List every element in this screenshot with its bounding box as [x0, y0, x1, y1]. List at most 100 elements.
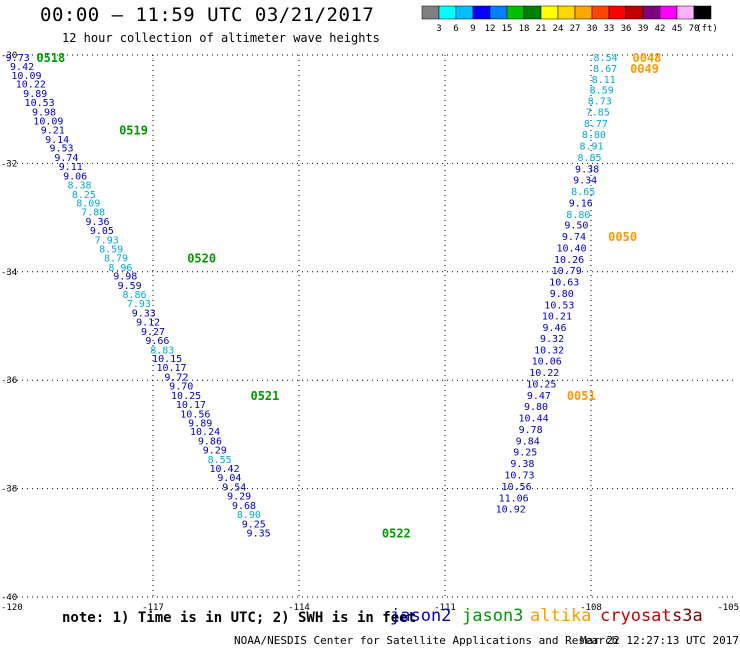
axis-tick-labels: -30 -32 -34 -36 -38 -40-120 -117 -114 -111 -108 -1…: [1, 51, 739, 613]
swh-value: 9.98: [32, 107, 56, 118]
swh-value: 9.86: [198, 436, 222, 447]
swh-value: 9.50: [564, 221, 588, 232]
colorbar-swatch: [506, 5, 525, 20]
swh-value: 9.04: [217, 473, 241, 484]
swh-value: 10.22: [16, 80, 46, 91]
swh-value: 8.90: [237, 510, 261, 521]
y-tick-label: -30: [1, 51, 17, 61]
colorbar-swatch: [438, 5, 457, 20]
swh-value: 9.12: [136, 318, 160, 329]
swh-value: 9.25: [242, 519, 266, 530]
swh-value: 10.53: [25, 98, 55, 109]
swh-value: 10.26: [554, 255, 584, 266]
swh-value: 9.72: [164, 372, 188, 383]
colorbar-label: 18: [519, 24, 530, 34]
chart-subtitle: 12 hour collection of altimeter wave hei…: [62, 31, 380, 45]
swh-value: 9.89: [188, 418, 212, 429]
swh-value: 9.66: [145, 336, 169, 347]
swh-value: 9.68: [232, 501, 256, 512]
colorbar-swatch: [659, 5, 678, 20]
swh-value: 9.14: [45, 135, 69, 146]
swh-value: 9.29: [203, 446, 227, 457]
legend-cryosat: cryosat: [600, 606, 672, 626]
swh-value: 8.79: [104, 254, 128, 265]
swh-value: 9.80: [550, 289, 574, 300]
swh-value: 10.24: [190, 427, 220, 438]
x-tick-label: -114: [288, 603, 310, 613]
swh-value: 7.85: [586, 107, 610, 118]
swh-value: 10.09: [11, 71, 41, 82]
swh-value: 7.88: [81, 208, 105, 219]
colorbar-label: 12: [485, 24, 496, 34]
colorbar-label: 21: [536, 24, 547, 34]
swh-value: 8.67: [593, 64, 617, 75]
chart-title: 00:00 — 11:59 UTC 03/21/2017: [40, 4, 375, 26]
colorbar-label: 70: [689, 24, 700, 34]
swh-value: 10.56: [180, 409, 210, 420]
colorbar-swatch: [455, 5, 474, 20]
swh-value: 8.38: [67, 181, 91, 192]
swh-value: 7.93: [127, 299, 151, 310]
swh-value: 9.27: [141, 327, 165, 338]
color-scale-legend: 3 6 9 12 15 18 21 24 27 30 33 36 39 42 45 70(ft): [421, 5, 718, 34]
swh-value: 8.54: [594, 53, 618, 64]
swh-value: 9.54: [222, 482, 246, 493]
swh-value: 10.56: [501, 482, 531, 493]
swh-value: 9.84: [516, 436, 540, 447]
pass-time-label: 0518: [36, 51, 65, 65]
legend-jason2: jason2: [390, 606, 452, 626]
swh-value: 10.92: [496, 505, 526, 516]
swh-value: 10.63: [549, 278, 579, 289]
swh-value: 9.80: [524, 402, 548, 413]
colorbar-swatch: [472, 5, 491, 20]
swh-value: 8.83: [150, 345, 174, 356]
swh-value: 9.36: [85, 217, 109, 228]
swh-value: 9.42: [10, 62, 34, 73]
colorbar-swatch: [676, 5, 695, 20]
x-tick-label: -111: [434, 603, 456, 613]
x-tick-label: -105: [717, 603, 739, 613]
colorbar-swatch: [557, 5, 576, 20]
swh-value: 9.46: [542, 323, 566, 334]
credit-line: NOAA/NESDIS Center for Satellite Applica…: [234, 634, 619, 647]
colorbar-label: 39: [638, 24, 649, 34]
swh-value: 8.59: [99, 244, 123, 255]
swh-value: 10.73: [504, 471, 534, 482]
x-tick-label: -108: [580, 603, 602, 613]
swh-value: 10.42: [209, 464, 239, 475]
colorbar-label: 6: [453, 24, 458, 34]
swh-value: 9.06: [63, 171, 87, 182]
colorbar-swatch: [608, 5, 627, 20]
colorbar-unit: (ft): [696, 24, 718, 34]
generated-timestamp: Mar 22 12:27:13 UTC 2017: [580, 634, 739, 647]
swh-value: 9.05: [90, 226, 114, 237]
swh-value: 10.17: [176, 400, 206, 411]
pass-time-label: 0048: [633, 51, 662, 65]
pass-time-label: 0519: [119, 123, 148, 137]
colorbar-swatch: [625, 5, 644, 20]
swh-value: 8.09: [76, 198, 100, 209]
colorbar-label: 30: [587, 24, 598, 34]
swh-value: 9.59: [118, 281, 142, 292]
swh-value: 9.70: [169, 382, 193, 393]
colorbar-swatch: [421, 5, 440, 20]
pass-time-label: 0521: [250, 389, 279, 403]
swh-value: 8.73: [588, 97, 612, 108]
colorbar-label: 45: [672, 24, 683, 34]
swh-value: 9.16: [569, 198, 593, 209]
pass-time-label: 0522: [382, 527, 411, 541]
swh-value: 9.89: [23, 89, 47, 100]
swh-value: 9.35: [247, 529, 271, 540]
pass-time-label: 0051: [567, 389, 596, 403]
colorbar-label: 36: [621, 24, 632, 34]
colorbar-label: 33: [604, 24, 615, 34]
swh-value: 9.38: [575, 164, 599, 175]
x-tick-label: -120: [1, 603, 23, 613]
y-tick-label: -36: [1, 376, 17, 386]
colorbar-swatch: [591, 5, 610, 20]
swh-value: 9.38: [510, 459, 534, 470]
lat-lon-grid: [7, 54, 737, 598]
swh-value: 8.86: [122, 290, 146, 301]
colorbar-swatch: [540, 5, 559, 20]
